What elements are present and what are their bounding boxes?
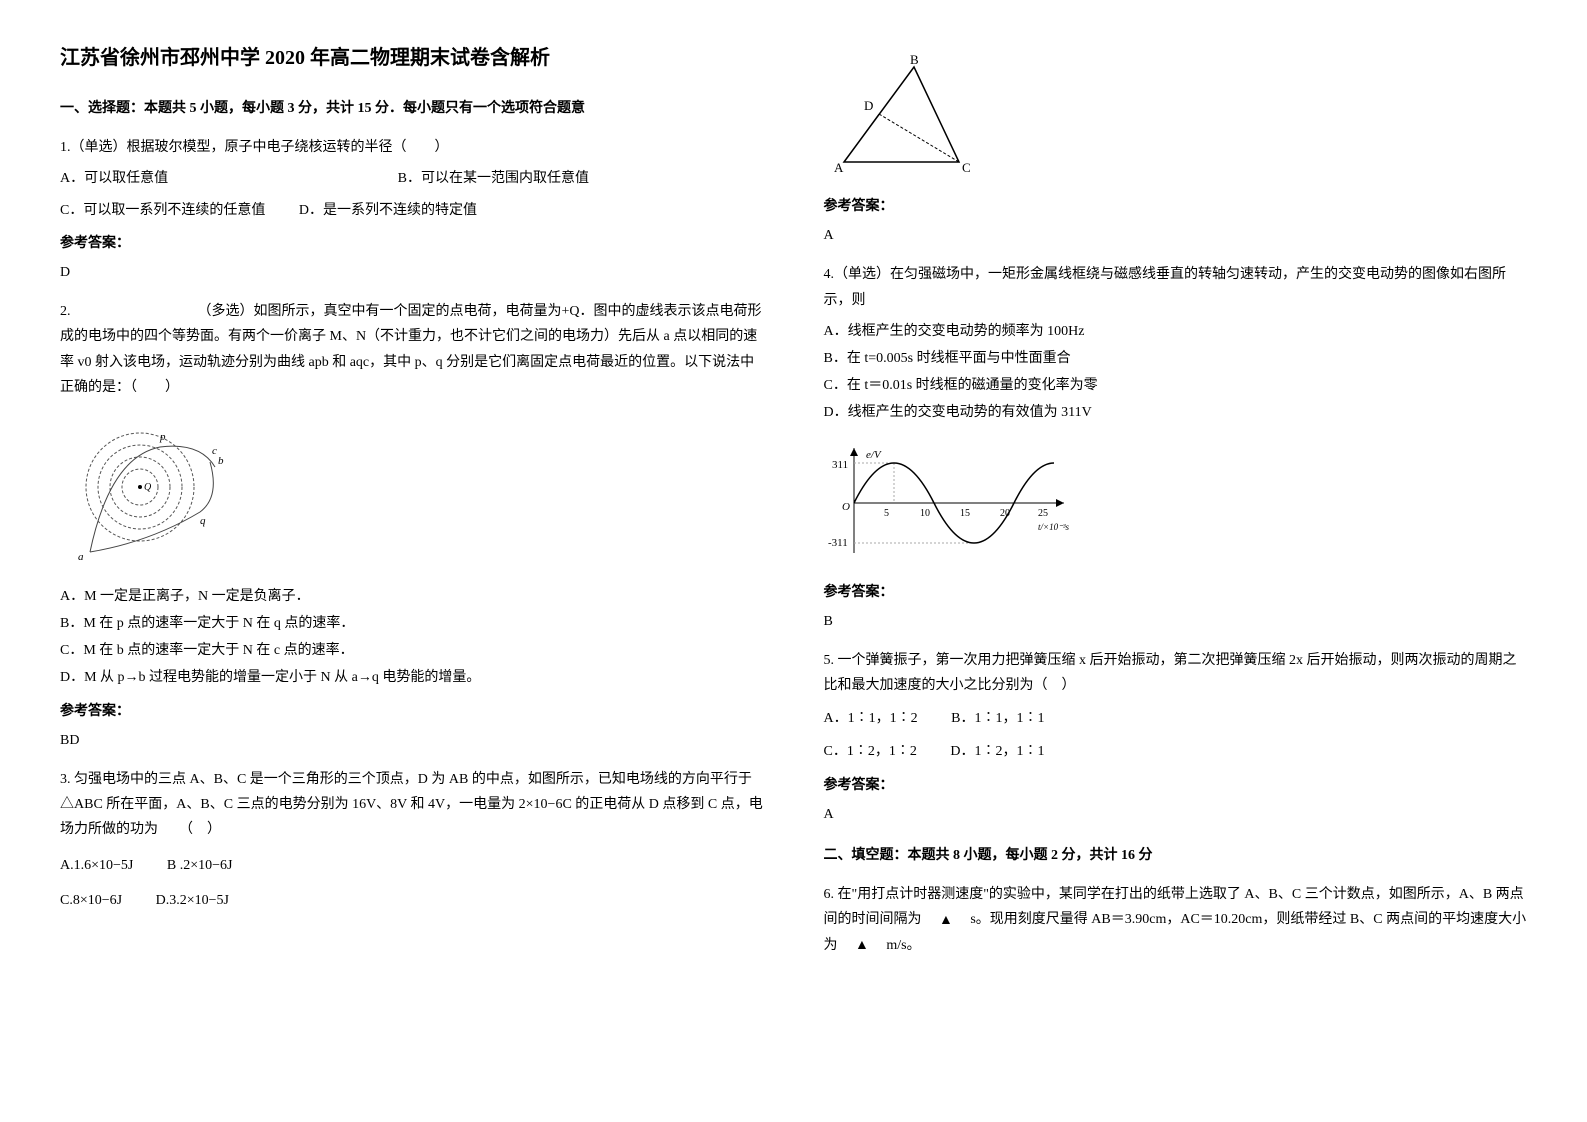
q5-opt-b: B．1∶1，1∶1 [951, 706, 1044, 731]
q1-answer: D [60, 260, 764, 285]
q2-stem: 2. （多选）如图所示，真空中有一个固定的点电荷，电荷量为+Q．图中的虚线表示该… [60, 299, 764, 400]
q4-answer: B [824, 609, 1528, 634]
svg-text:c: c [212, 445, 217, 457]
svg-text:25: 25 [1038, 508, 1048, 519]
label-a: A [834, 160, 844, 175]
svg-text:e/V: e/V [866, 449, 882, 461]
q5-answer-label: 参考答案： [824, 773, 1528, 798]
label-c: C [962, 160, 971, 175]
q1-opt-b: B．可以在某一范围内取任意值 [398, 166, 736, 191]
q4-opt-b: B．在 t=0.005s 时线框平面与中性面重合 [824, 346, 1528, 371]
q4-opt-d: D．线框产生的交变电动势的有效值为 311V [824, 400, 1528, 425]
q1-answer-label: 参考答案： [60, 231, 764, 256]
blank-symbol-1: ▲ [939, 908, 953, 933]
q1-stem: 1.（单选）根据玻尔模型，原子中电子绕核运转的半径（ ） [60, 135, 764, 160]
question-3: 3. 匀强电场中的三点 A、B、C 是一个三角形的三个顶点，D 为 AB 的中点… [60, 767, 764, 913]
q5-stem: 5. 一个弹簧振子，第一次用力把弹簧压缩 x 后开始振动，第二次把弹簧压缩 2x… [824, 648, 1528, 698]
q3-opt-d: D.3.2×10−5J [156, 888, 229, 913]
q2-opt-d: D．M 从 p→b 过程电势能的增量一定小于 N 从 a→q 电势能的增量。 [60, 665, 764, 690]
label-d: D [864, 98, 873, 113]
q2-opt-b: B．M 在 p 点的速率一定大于 N 在 q 点的速率． [60, 611, 764, 636]
q5-opt-a: A．1∶1，1∶2 [824, 706, 918, 731]
svg-text:p: p [159, 431, 166, 443]
q2-number: 2. [60, 304, 71, 319]
question-4: 4.（单选）在匀强磁场中，一矩形金属线框绕与磁感线垂直的转轴匀速转动，产生的交变… [824, 262, 1528, 634]
q4-stem: 4.（单选）在匀强磁场中，一矩形金属线框绕与磁感线垂直的转轴匀速转动，产生的交变… [824, 262, 1528, 312]
svg-text:q: q [200, 515, 206, 527]
sine-wave-chart-icon: 5 10 15 20 25 311 -311 O e/V t/×10⁻³s [824, 438, 1074, 568]
exam-title: 江苏省徐州市邳州中学 2020 年高二物理期末试卷含解析 [60, 40, 764, 76]
q3-answer-label: 参考答案： [824, 194, 1528, 219]
q5-answer: A [824, 802, 1528, 827]
triangle-diagram-icon: A B C D [824, 52, 984, 182]
blank-symbol-2: ▲ [855, 933, 869, 958]
svg-text:t/×10⁻³s: t/×10⁻³s [1038, 522, 1070, 532]
svg-text:15: 15 [960, 508, 970, 519]
question-6: 6. 在"用打点计时器测速度"的实验中，某同学在打出的纸带上选取了 A、B、C … [824, 882, 1528, 958]
svg-text:a: a [78, 551, 84, 563]
q6-stem-p3: m/s。 [872, 938, 920, 953]
question-1: 1.（单选）根据玻尔模型，原子中电子绕核运转的半径（ ） A．可以取任意值 B．… [60, 135, 764, 285]
section-2-header: 二、填空题：本题共 8 小题，每小题 2 分，共计 16 分 [824, 843, 1528, 868]
svg-text:10: 10 [920, 508, 930, 519]
q3-opt-c: C.8×10−6J [60, 888, 122, 913]
q1-opt-c: C．可以取一系列不连续的任意值 [60, 198, 265, 223]
q4-opt-a: A．线框产生的交变电动势的频率为 100Hz [824, 319, 1528, 344]
q1-opt-d: D．是一系列不连续的特定值 [299, 198, 477, 223]
q3-figure: A B C D [824, 52, 1528, 182]
q2-stem-text: （多选）如图所示，真空中有一个固定的点电荷，电荷量为+Q．图中的虚线表示该点电荷… [60, 304, 762, 395]
q3-stem: 3. 匀强电场中的三点 A、B、C 是一个三角形的三个顶点，D 为 AB 的中点… [60, 767, 764, 843]
svg-text:-311: -311 [828, 537, 848, 549]
q2-opt-c: C．M 在 b 点的速率一定大于 N 在 c 点的速率． [60, 638, 764, 663]
question-5: 5. 一个弹簧振子，第一次用力把弹簧压缩 x 后开始振动，第二次把弹簧压缩 2x… [824, 648, 1528, 827]
equipotential-diagram-icon: Q a p b q c [60, 412, 240, 572]
q1-opt-a: A．可以取任意值 [60, 166, 398, 191]
svg-text:b: b [218, 455, 224, 467]
q2-answer-label: 参考答案： [60, 699, 764, 724]
svg-text:311: 311 [832, 459, 848, 471]
q4-figure: 5 10 15 20 25 311 -311 O e/V t/×10⁻³s [824, 438, 1528, 568]
q5-opt-c: C．1∶2，1∶2 [824, 739, 917, 764]
q2-figure: Q a p b q c [60, 412, 764, 572]
svg-text:O: O [842, 501, 850, 513]
q5-opt-d: D．1∶2，1∶1 [950, 739, 1044, 764]
q3-answer: A [824, 223, 1528, 248]
q3-opt-b: B .2×10−6J [167, 853, 233, 878]
svg-text:5: 5 [884, 508, 889, 519]
section-1-header: 一、选择题：本题共 5 小题，每小题 3 分，共计 15 分．每小题只有一个选项… [60, 96, 764, 121]
q4-answer-label: 参考答案： [824, 580, 1528, 605]
q2-answer: BD [60, 728, 764, 753]
q2-opt-a: A．M 一定是正离子，N 一定是负离子． [60, 584, 764, 609]
svg-text:Q: Q [144, 482, 152, 493]
q4-opt-c: C．在 t＝0.01s 时线框的磁通量的变化率为零 [824, 373, 1528, 398]
question-2: 2. （多选）如图所示，真空中有一个固定的点电荷，电荷量为+Q．图中的虚线表示该… [60, 299, 764, 753]
q3-opt-a: A.1.6×10−5J [60, 853, 133, 878]
label-b: B [910, 52, 919, 67]
